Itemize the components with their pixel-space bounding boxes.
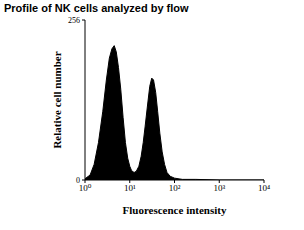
svg-text:256: 256	[68, 16, 80, 25]
svg-text:Fluorescence intensity: Fluorescence intensity	[123, 204, 227, 216]
svg-text:10⁴: 10⁴	[258, 183, 270, 193]
svg-text:10²: 10²	[169, 183, 181, 193]
svg-text:Relative cell number: Relative cell number	[51, 51, 63, 148]
svg-text:0: 0	[76, 176, 80, 185]
svg-text:10³: 10³	[213, 183, 225, 193]
html-text:Profile of NK cells analyzed b: Profile of NK cells analyzed by flow	[4, 2, 189, 14]
svg-text:10¹: 10¹	[124, 183, 136, 193]
svg-text:10⁰: 10⁰	[79, 183, 92, 193]
